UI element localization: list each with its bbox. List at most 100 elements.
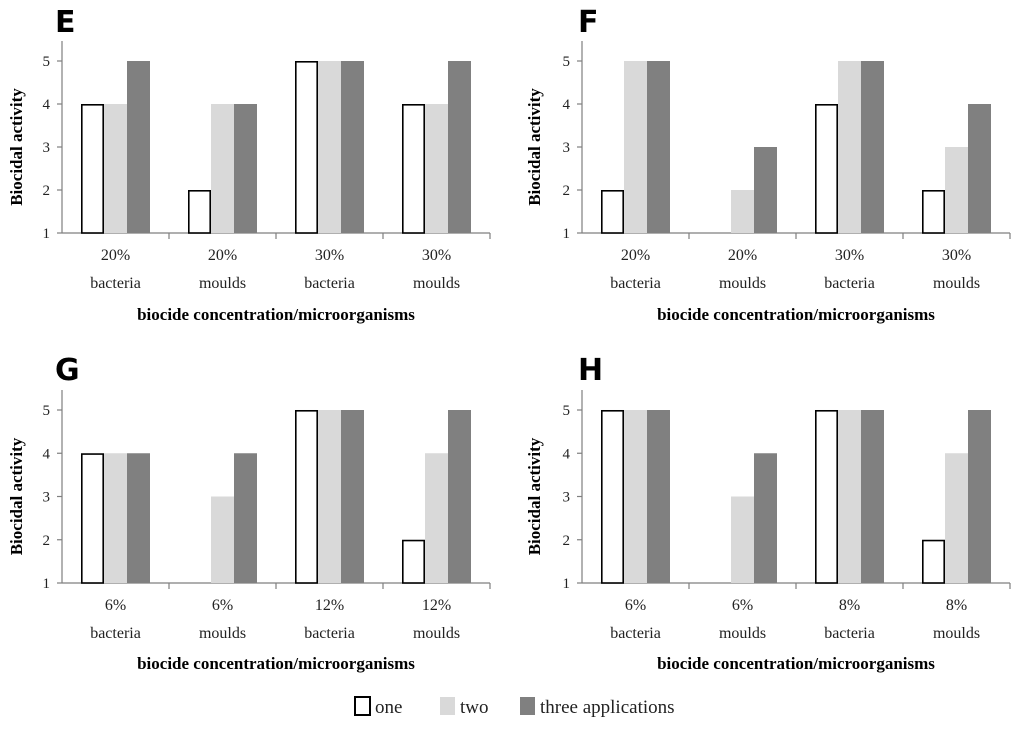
legend-swatch-1	[354, 696, 371, 716]
y-tick-label: 5	[563, 54, 571, 70]
bar-one-3	[401, 539, 425, 584]
x-tick-label-microorganism: moulds	[413, 275, 460, 292]
x-tick-label-microorganism: bacteria	[610, 625, 661, 642]
bar-three-3	[968, 104, 991, 233]
bar-three-1	[754, 453, 777, 583]
y-tick-label: 3	[563, 490, 571, 506]
bar-one-2	[294, 409, 318, 584]
x-tick-label-microorganism: moulds	[719, 625, 766, 642]
x-tick-label-concentration: 30%	[942, 247, 971, 264]
x-tick-label-concentration: 20%	[621, 247, 650, 264]
bar-three-3	[448, 61, 471, 233]
bar-three-3	[448, 410, 471, 583]
chart-panel-g: G 1 2 3 4 5 Biocidal activity 6% bacteria 6% mould…	[7, 353, 491, 673]
bar-one-2	[814, 409, 838, 584]
x-tick-label-concentration: 6%	[105, 597, 126, 614]
x-tick-label-concentration: 12%	[422, 597, 451, 614]
bar-two-3	[425, 104, 448, 233]
y-axis-title: Biocidal activity	[7, 88, 26, 206]
bar-three-2	[861, 410, 884, 583]
x-tick-label-microorganism: moulds	[199, 625, 246, 642]
panel-letter: E	[55, 5, 76, 40]
bar-one-3	[921, 190, 945, 234]
y-tick-label: 4	[563, 97, 571, 113]
legend-label-1: one	[375, 697, 402, 718]
y-axis-title: Biocidal activity	[525, 88, 544, 206]
bar-two-0	[624, 410, 647, 583]
y-tick-label: 5	[43, 403, 51, 419]
x-tick-label-concentration: 6%	[212, 597, 233, 614]
x-tick-label-concentration: 8%	[839, 597, 860, 614]
panel-letter: G	[55, 353, 80, 388]
y-tick-label: 4	[43, 97, 51, 113]
bar-one-1	[188, 190, 212, 234]
bar-two-3	[945, 453, 968, 583]
y-tick-label: 1	[43, 226, 51, 242]
x-tick-label-concentration: 6%	[732, 597, 753, 614]
bar-three-3	[968, 410, 991, 583]
bar-two-1	[211, 496, 234, 583]
bar-three-2	[341, 61, 364, 233]
panel-letter: H	[578, 353, 603, 388]
x-tick-label-microorganism: bacteria	[824, 275, 875, 292]
bar-two-3	[425, 453, 448, 583]
chart-panel-e: E 1 2 3 4 5 Biocidal activity 20% bacteria 20% mou…	[7, 5, 491, 324]
bar-three-1	[234, 104, 257, 233]
x-tick-label-microorganism: bacteria	[610, 275, 661, 292]
bar-one-3	[921, 539, 945, 584]
bar-two-2	[318, 410, 341, 583]
x-tick-label-concentration: 30%	[835, 247, 864, 264]
x-tick-label-microorganism: moulds	[933, 625, 980, 642]
x-tick-label-microorganism: bacteria	[824, 625, 875, 642]
y-tick-label: 2	[563, 183, 571, 199]
x-tick-label-microorganism: moulds	[199, 275, 246, 292]
x-tick-label-concentration: 8%	[946, 597, 967, 614]
bar-two-3	[945, 147, 968, 233]
y-tick-label: 2	[43, 533, 51, 549]
bar-one-0	[600, 409, 624, 584]
x-tick-label-microorganism: bacteria	[304, 625, 355, 642]
bar-one-0	[81, 453, 105, 584]
x-tick-label-microorganism: bacteria	[304, 275, 355, 292]
panel-letter: F	[578, 5, 599, 40]
y-tick-label: 1	[563, 226, 571, 242]
legend: one two three applications	[354, 696, 675, 718]
bar-two-2	[318, 61, 341, 233]
x-tick-label-microorganism: moulds	[413, 625, 460, 642]
chart-panel-h: H 1 2 3 4 5 Biocidal activity 6% bacteria 6% mould…	[525, 353, 1011, 673]
bar-one-0	[81, 104, 105, 234]
bar-one-3	[401, 104, 425, 234]
bar-three-0	[647, 61, 670, 233]
x-axis-title: biocide concentration/microorganisms	[657, 654, 935, 673]
x-tick-label-concentration: 30%	[422, 247, 451, 264]
bar-three-0	[127, 453, 150, 583]
x-tick-label-concentration: 20%	[208, 247, 237, 264]
x-tick-label-concentration: 20%	[728, 247, 757, 264]
chart-panel-f: F 1 2 3 4 5 Biocidal activity 20% bacteria 20% mou…	[525, 5, 1011, 324]
y-tick-label: 5	[563, 403, 571, 419]
y-tick-label: 3	[43, 490, 51, 506]
x-tick-label-microorganism: moulds	[719, 275, 766, 292]
y-axis-title: Biocidal activity	[525, 437, 544, 555]
bar-two-2	[838, 410, 861, 583]
bar-three-1	[754, 147, 777, 233]
legend-label-3: three applications	[540, 697, 675, 718]
y-tick-label: 3	[43, 140, 51, 156]
x-tick-label-concentration: 20%	[101, 247, 130, 264]
bar-three-0	[127, 61, 150, 233]
bar-three-2	[861, 61, 884, 233]
bar-two-0	[624, 61, 647, 233]
y-tick-label: 4	[563, 446, 571, 462]
bar-one-2	[294, 60, 318, 234]
y-tick-label: 5	[43, 54, 51, 70]
y-tick-label: 2	[43, 183, 51, 199]
bar-two-1	[211, 104, 234, 233]
bar-two-1	[731, 190, 754, 233]
x-tick-label-concentration: 12%	[315, 597, 344, 614]
bar-one-0	[600, 190, 624, 234]
bar-three-0	[647, 410, 670, 583]
bar-three-2	[341, 410, 364, 583]
legend-swatch-2	[440, 697, 455, 715]
x-axis-title: biocide concentration/microorganisms	[137, 654, 415, 673]
